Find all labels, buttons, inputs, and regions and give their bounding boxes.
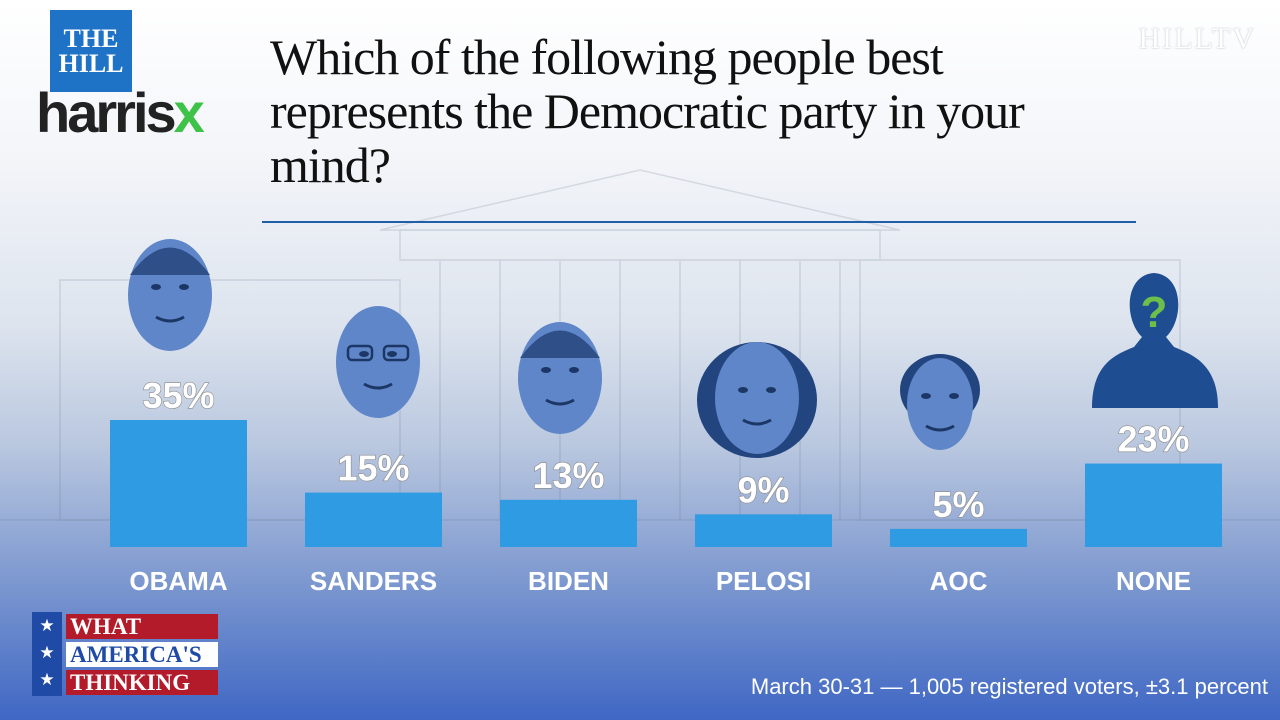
value-label-pelosi: 9%	[737, 469, 789, 510]
what-americas-thinking-logo: ★ ★ ★ WHAT AMERICA'S THINKING	[32, 612, 220, 696]
bar-pelosi	[695, 514, 832, 547]
stars-icon: ★ ★ ★	[32, 612, 62, 696]
value-label-obama: 35%	[142, 375, 214, 416]
wat-logo-line1: WHAT	[66, 614, 218, 639]
value-label-biden: 13%	[532, 455, 604, 496]
svg-text:?: ?	[1141, 288, 1168, 337]
title-divider	[262, 221, 1136, 223]
value-label-aoc: 5%	[932, 484, 984, 525]
sanders-portrait-icon	[336, 306, 420, 418]
category-label-none: NONE	[1116, 566, 1191, 596]
survey-footnote: March 30-31 — 1,005 registered voters, ±…	[750, 674, 1268, 699]
hill-logo-line2: HILL	[58, 49, 124, 78]
category-label-biden: BIDEN	[528, 566, 609, 596]
wat-logo-line3: THINKING	[66, 670, 218, 695]
value-label-sanders: 15%	[337, 448, 409, 489]
bar-obama	[110, 420, 247, 547]
chart-title: Which of the following people best repre…	[270, 29, 1025, 193]
question-silhouette-icon: ?	[1092, 273, 1218, 408]
value-label-none: 23%	[1117, 419, 1189, 460]
bar-biden	[500, 499, 637, 547]
aoc-portrait-icon	[900, 354, 980, 450]
the-hill-logo: THE HILL	[50, 10, 132, 92]
wat-logo-line2: AMERICA'S	[66, 642, 218, 667]
bar-none	[1085, 463, 1222, 547]
bar-sanders	[305, 492, 442, 547]
hilltv-watermark: HILLTV	[1138, 22, 1256, 55]
bar-aoc	[890, 528, 1027, 547]
category-label-aoc: AOC	[930, 566, 988, 596]
harrisx-logo-x: x	[173, 81, 205, 144]
category-label-sanders: SANDERS	[310, 566, 437, 596]
category-label-pelosi: PELOSI	[716, 566, 811, 596]
harrisx-logo: harrisx	[36, 80, 205, 145]
category-label-obama: OBAMA	[129, 566, 227, 596]
harrisx-logo-text: harris	[36, 81, 177, 144]
hill-logo-line1: THE	[63, 24, 119, 53]
biden-portrait-icon	[518, 322, 602, 434]
obama-portrait-icon	[128, 239, 212, 351]
pelosi-portrait-icon	[697, 342, 817, 458]
